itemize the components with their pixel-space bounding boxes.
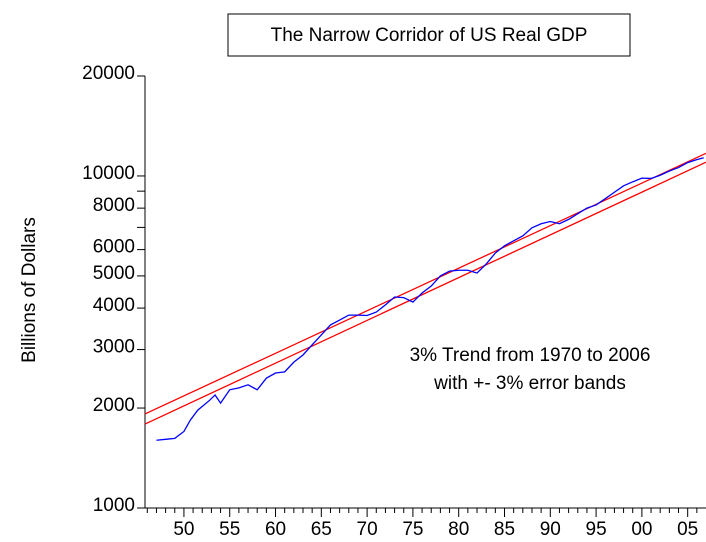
series-line (144, 152, 706, 415)
y-tick-label: 3000 (93, 337, 135, 358)
y-tick-label: 5000 (93, 263, 135, 284)
series-line (156, 157, 704, 441)
x-tick-label: 50 (173, 519, 194, 540)
annotation: with +- 3% error bands (433, 373, 626, 394)
x-tick-label: 75 (402, 519, 423, 540)
y-tick-label: 6000 (93, 237, 135, 258)
x-tick-label: 95 (586, 519, 607, 540)
y-tick-label: 4000 (93, 295, 135, 316)
x-tick-label: 05 (677, 519, 698, 540)
y-tick-label: 20000 (82, 63, 135, 84)
x-tick-label: 55 (219, 519, 240, 540)
y-tick-label: 1000 (93, 495, 135, 516)
x-tick-label: 90 (540, 519, 561, 540)
y-tick-label: 2000 (93, 395, 135, 416)
x-tick-label: 70 (357, 519, 378, 540)
x-tick-label: 65 (311, 519, 332, 540)
x-tick-label: 80 (448, 519, 469, 540)
title-box (227, 13, 631, 57)
chart-title: The Narrow Corridor of US Real GDP (271, 25, 588, 46)
y-tick-label: 10000 (82, 163, 135, 184)
x-tick-label: 60 (265, 519, 286, 540)
y-axis-label: Billions of Dollars (19, 217, 40, 363)
annotation: 3% Trend from 1970 to 2006 (410, 345, 651, 366)
x-tick-label: 00 (631, 519, 652, 540)
series-line (144, 161, 706, 425)
x-tick-label: 85 (494, 519, 515, 540)
y-tick-label: 8000 (93, 195, 135, 216)
